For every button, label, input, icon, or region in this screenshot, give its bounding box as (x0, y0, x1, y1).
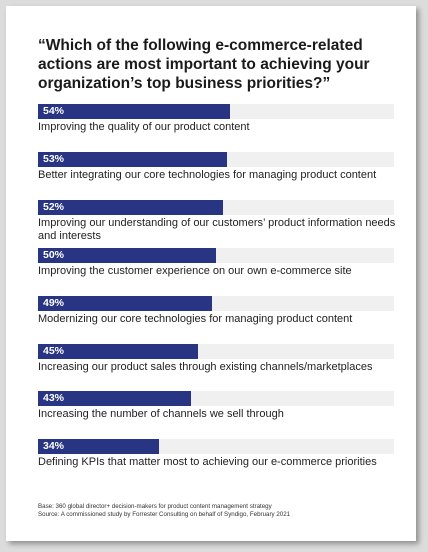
bar-track: 34% (38, 439, 394, 454)
bar: 45% (38, 344, 199, 359)
bar-value-label: 52% (43, 201, 65, 213)
category-label: Better integrating our core technologies… (38, 169, 377, 181)
category-label: Improving the quality of our product con… (38, 121, 250, 133)
bar-value-label: 45% (43, 345, 65, 357)
bar: 49% (38, 296, 213, 311)
category-label: Improving our understanding of our custo… (38, 217, 396, 242)
bar-track: 43% (38, 391, 394, 406)
bar-track: 49% (38, 296, 394, 311)
bar: 53% (38, 152, 227, 167)
bar-track: 54% (38, 104, 394, 119)
footnote-base: Base: 360 global director+ decision-make… (38, 503, 272, 510)
footnote: Base: 360 global director+ decision-make… (38, 503, 398, 519)
bar-value-label: 53% (43, 153, 65, 165)
bar: 52% (38, 200, 224, 215)
category-label: Modernizing our core technologies for ma… (38, 313, 353, 325)
category-label: Improving the customer experience on our… (38, 265, 352, 277)
chart-card: “Which of the following e-commerce-relat… (6, 6, 416, 541)
bar-value-label: 50% (43, 249, 65, 261)
bar: 43% (38, 391, 192, 406)
bar-track: 52% (38, 200, 394, 215)
bar-value-label: 54% (43, 105, 65, 117)
category-label: Increasing the number of channels we sel… (38, 408, 284, 420)
bar: 34% (38, 439, 160, 454)
bar-track: 53% (38, 152, 394, 167)
bar-track: 50% (38, 248, 394, 263)
bar: 54% (38, 104, 231, 119)
bar-value-label: 43% (43, 392, 65, 404)
bar-value-label: 49% (43, 297, 65, 309)
footnote-source: Source: A commissioned study by Forreste… (38, 511, 291, 518)
category-label: Increasing our product sales through exi… (38, 361, 373, 373)
bar-value-label: 34% (43, 440, 65, 452)
chart-title: “Which of the following e-commerce-relat… (38, 37, 370, 92)
category-label: Defining KPIs that matter most to achiev… (38, 456, 377, 468)
bar: 50% (38, 248, 216, 263)
bar-track: 45% (38, 344, 394, 359)
